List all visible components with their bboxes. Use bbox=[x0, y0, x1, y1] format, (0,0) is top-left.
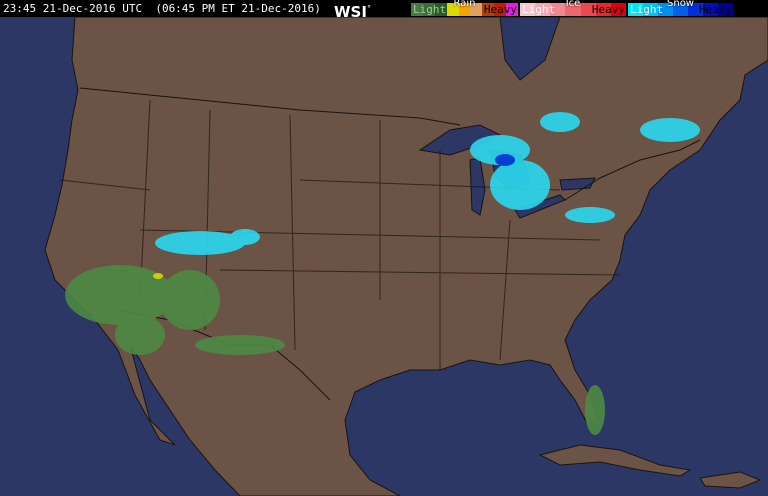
timestamp: 23:45 21-Dec-2016 UTC (06:45 PM ET 21-De… bbox=[3, 2, 321, 15]
legend-rain-light: Light bbox=[413, 3, 447, 16]
rain-echo-yellow bbox=[153, 273, 163, 279]
legend-swatch bbox=[535, 3, 551, 16]
rain-echo-socal bbox=[115, 315, 165, 355]
legend-rain-heavy: Heavy bbox=[483, 3, 517, 16]
us-canada-border bbox=[79, 87, 461, 126]
legend-snow-title: Snow bbox=[667, 0, 694, 9]
legend-swatch bbox=[520, 3, 536, 16]
legend-swatch bbox=[422, 3, 435, 16]
legend-swatch bbox=[595, 3, 611, 16]
legend-swatch bbox=[458, 3, 471, 16]
legend-snow-light: Light bbox=[630, 3, 664, 16]
radar-rain bbox=[65, 265, 605, 435]
logo-text: WSI bbox=[334, 3, 367, 21]
political-borders bbox=[59, 87, 701, 401]
legend-snow-heavy: Heavy bbox=[698, 3, 732, 16]
map-canvas bbox=[0, 17, 768, 496]
legend-swatch bbox=[550, 3, 566, 16]
legend-swatch bbox=[482, 3, 495, 16]
header-bar: 23:45 21-Dec-2016 UTC (06:45 PM ET 21-De… bbox=[0, 0, 768, 21]
legend-ice-heavy: Heavy bbox=[591, 3, 625, 16]
hispaniola bbox=[699, 471, 762, 489]
legend-swatch bbox=[580, 3, 596, 16]
legend-swatch bbox=[470, 3, 483, 16]
state-lines bbox=[59, 99, 621, 370]
legend-swatch bbox=[411, 3, 423, 16]
logo-mark: ° bbox=[366, 4, 371, 13]
legend-rain-title: Rain bbox=[453, 0, 476, 9]
legend-swatch bbox=[703, 3, 718, 16]
cuba bbox=[538, 444, 692, 477]
snow-echo-michigan bbox=[490, 160, 550, 210]
rain-echo-california bbox=[65, 265, 175, 325]
legend-swatch bbox=[718, 3, 733, 16]
rain-echo-florida bbox=[585, 385, 605, 435]
snow-echo-ontario bbox=[470, 135, 530, 165]
legend-snow: Snow Light Heavy bbox=[627, 0, 734, 17]
rain-echo-newmexico bbox=[195, 335, 285, 355]
legend-swatch bbox=[434, 3, 447, 16]
legend-swatch bbox=[658, 3, 673, 16]
snow-echo-quebec bbox=[540, 112, 580, 132]
legend-rain: Rain Light Heavy bbox=[410, 0, 519, 17]
snow-echo-rockies bbox=[230, 229, 260, 245]
rain-echo-arizona bbox=[160, 270, 220, 330]
legend-swatch bbox=[610, 3, 626, 16]
us-canada-border-east bbox=[564, 139, 701, 201]
legend-swatch bbox=[688, 3, 703, 16]
hudson-bay-edge bbox=[499, 17, 561, 81]
radar-snow bbox=[155, 112, 700, 255]
wsi-logo: WSI° bbox=[334, 0, 371, 21]
snow-echo-ny bbox=[565, 207, 615, 223]
snow-echo-colorado bbox=[155, 231, 245, 255]
legend-ice: Ice Light Heavy bbox=[519, 0, 627, 17]
legend-ice-title: Ice bbox=[565, 0, 581, 9]
legend-ice-light: Light bbox=[522, 3, 556, 16]
legend-swatch bbox=[628, 3, 643, 16]
legend-swatch bbox=[494, 3, 507, 16]
legend-swatch bbox=[673, 3, 688, 16]
legend-swatch bbox=[506, 3, 519, 16]
snow-echo-heavy bbox=[495, 154, 515, 166]
legend-swatch bbox=[446, 3, 459, 16]
legend-swatch bbox=[643, 3, 658, 16]
legend-swatch bbox=[565, 3, 581, 16]
snow-echo-east bbox=[640, 118, 700, 142]
